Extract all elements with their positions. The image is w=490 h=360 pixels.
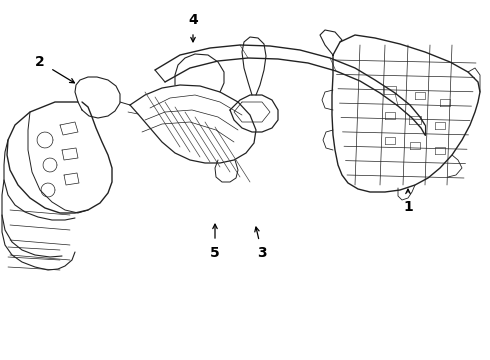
Text: 2: 2 [35,55,45,69]
Text: 1: 1 [403,200,413,214]
Text: 3: 3 [257,246,267,260]
Text: 4: 4 [188,13,198,27]
Text: 5: 5 [210,246,220,260]
